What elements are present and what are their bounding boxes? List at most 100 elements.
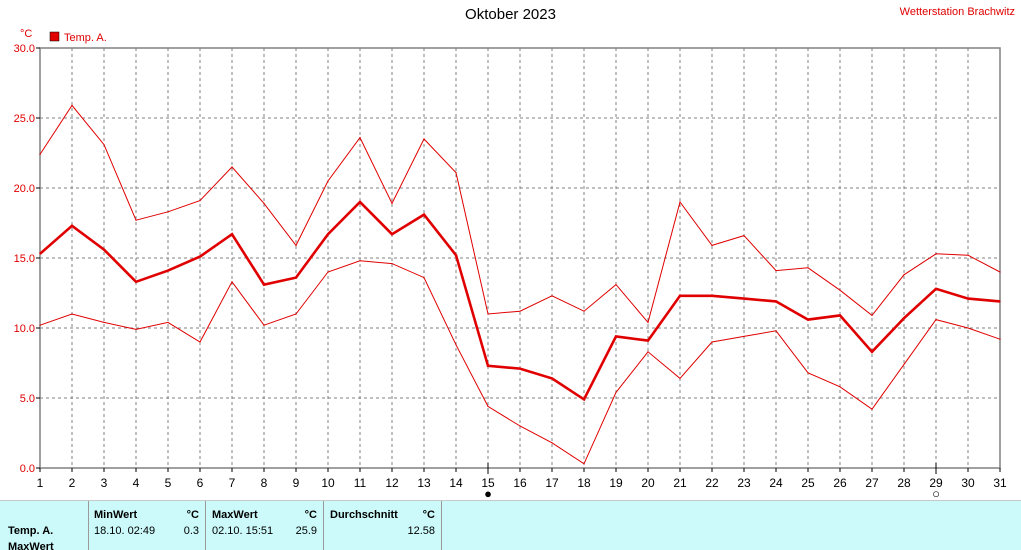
chart-title: Oktober 2023 [465,6,556,23]
legend-label: Temp. A. [64,32,107,44]
data-point-max [263,202,265,204]
data-point-mean [647,340,649,342]
data-point-min [903,363,905,365]
full-moon-icon: ○ [932,486,940,500]
data-point-min [423,277,425,279]
x-tick-label: 11 [354,476,367,490]
max-unit: °C [304,509,317,521]
x-tick-label: 24 [769,476,783,490]
x-tick-label: 3 [101,476,108,490]
data-point-mean [679,295,681,297]
data-point-mean [295,277,297,279]
data-point-min [775,330,777,332]
data-point-max [199,200,201,202]
data-point-max [39,153,41,155]
data-point-mean [167,270,169,272]
x-tick-label: 23 [737,476,751,490]
x-tick-label: 21 [673,476,687,490]
data-point-mean [423,214,425,216]
data-point-mean [71,225,73,227]
x-tick-label: 17 [545,476,559,490]
y-tick-label: 15.0 [14,253,35,265]
data-point-max [807,267,809,269]
data-point-mean [103,249,105,251]
y-tick-label: 0.0 [20,463,35,475]
data-point-min [103,321,105,323]
x-tick-label: 15 [481,476,495,490]
data-point-min [871,408,873,410]
avg-header: Durchschnitt [330,509,398,521]
data-point-mean [391,233,393,235]
data-point-max [359,137,361,139]
x-tick-label: 19 [609,476,623,490]
data-point-mean [999,300,1001,302]
data-point-mean [327,233,329,235]
x-tick-label: 13 [417,476,431,490]
data-point-max [999,271,1001,273]
data-point-min [519,425,521,427]
data-point-min [999,338,1001,340]
x-tick-label: 8 [261,476,268,490]
min-unit: °C [186,509,199,521]
min-value: 0.3 [183,525,199,537]
y-tick-label: 20.0 [14,183,35,195]
x-tick-label: 14 [449,476,463,490]
data-point-min [647,351,649,353]
data-point-mean [583,398,585,400]
x-tick-label: 27 [865,476,879,490]
data-point-min [231,281,233,283]
data-point-mean [135,281,137,283]
data-point-min [359,260,361,262]
data-point-min [135,328,137,330]
data-point-max [935,253,937,255]
data-point-max [487,313,489,315]
data-point-min [295,313,297,315]
data-point-max [71,104,73,106]
data-point-mean [231,233,233,235]
x-tick-label: 16 [513,476,527,490]
stats-max-cell: MaxWert °C 02.10. 15:51 25.9 [206,501,324,550]
data-point-max [615,284,617,286]
x-tick-label: 18 [577,476,591,490]
max-value: 25.9 [295,525,317,537]
x-tick-label: 22 [705,476,719,490]
y-tick-label: 5.0 [20,393,35,405]
data-point-mean [359,201,361,203]
stats-min-cell: MinWert °C 18.10. 02:49 0.3 [89,501,206,550]
data-point-mean [807,319,809,321]
data-point-max [391,202,393,204]
data-point-min [711,341,713,343]
data-point-mean [743,298,745,300]
data-point-min [967,327,969,329]
stats-avg-cell: Durchschnitt °C 12.58 [324,501,442,550]
avg-value: 12.58 [407,525,435,537]
data-point-min [199,341,201,343]
data-point-max [583,310,585,312]
data-point-min [455,344,457,346]
x-tick-label: 20 [641,476,655,490]
x-tick-label: 28 [897,476,911,490]
max-header: MaxWert [212,509,258,521]
data-point-max [711,244,713,246]
data-point-mean [711,295,713,297]
data-point-mean [775,300,777,302]
data-point-mean [199,256,201,258]
x-tick-label: 26 [833,476,847,490]
data-point-max [743,235,745,237]
data-point-max [871,314,873,316]
stats-row-label-2: MaxWert [8,541,54,550]
x-tick-label: 30 [961,476,975,490]
data-point-mean [519,368,521,370]
data-point-max [903,274,905,276]
legend-swatch [49,31,60,42]
min-header: MinWert [94,509,138,521]
data-point-min [391,263,393,265]
data-point-max [423,138,425,140]
data-point-min [679,377,681,379]
data-point-max [103,144,105,146]
max-when: 02.10. 15:51 [212,525,274,537]
data-point-mean [39,253,41,255]
data-point-mean [487,365,489,367]
x-tick-label: 4 [133,476,140,490]
data-point-min [487,405,489,407]
